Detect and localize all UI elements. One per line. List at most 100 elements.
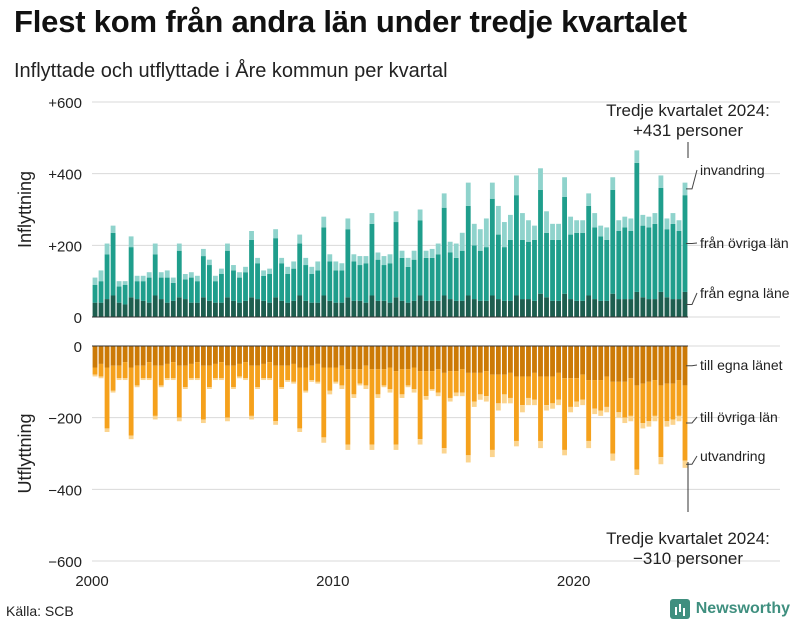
bar-out [188,346,194,364]
bar-in [580,300,586,318]
bar-out [339,385,345,389]
bar-out [176,346,182,366]
bar-out [231,346,236,366]
bar-out [333,346,339,368]
bar-out [219,378,224,381]
bar-out [213,346,218,364]
bar-out [453,346,459,372]
bar-in [682,182,688,196]
bar-out [249,346,254,366]
bar-in [598,225,604,237]
bar-out [580,346,586,375]
bar-out [544,405,549,411]
bar-in [213,275,218,282]
bar-in [676,299,682,317]
bar-out [339,346,345,366]
bar-in [375,259,381,301]
bar-in [261,270,266,276]
bar-out [104,428,110,432]
bar-out [682,385,688,461]
bar-in [309,266,315,274]
bar-in [556,223,561,240]
bar-in [279,263,285,301]
brand-logo[interactable]: Newsworthy [669,599,790,619]
bar-out [98,363,104,377]
bar-out [297,367,303,429]
bar-in [146,277,152,303]
bar-out [574,346,580,379]
bar-in [237,277,242,303]
bar-out [273,346,279,366]
bar-in [327,261,333,301]
bar-in [357,256,363,266]
bar-in [562,196,567,294]
bar-out [592,346,598,381]
bar-out [616,381,622,413]
bar-out [429,389,435,391]
bar-in [483,218,489,248]
bar-in [273,229,279,239]
bar-out [423,346,429,372]
bar-out [477,346,483,373]
bar-out [122,378,128,381]
bar-in [231,265,236,271]
bar-in [616,220,622,231]
bar-in [375,252,381,260]
bar-in [327,254,333,262]
bar-in [646,299,652,317]
bar-in [423,250,429,258]
bar-out [610,346,616,382]
bar-in [622,227,628,300]
bar-out [538,440,543,449]
bar-out [200,419,206,424]
bar-out [273,365,279,422]
newsworthy-icon [669,599,690,619]
bar-in [219,274,224,303]
bar-in [676,220,682,231]
y-tick-label: 0 [74,339,82,356]
bar-in [321,227,327,296]
bar-out [321,346,327,368]
bar-out [447,371,453,398]
bar-out [321,437,327,443]
series-label: till övriga län [700,409,778,425]
bar-in [116,281,122,287]
bar-in [219,268,224,275]
bar-in [640,225,646,298]
bar-in [483,300,489,318]
bar-out [110,390,116,393]
bar-in [435,300,441,318]
bar-out [508,397,513,404]
bar-in [610,189,616,294]
bar-out [508,372,513,398]
bar-out [176,417,182,422]
bar-in [514,175,519,196]
bar-out [291,346,297,364]
bar-in [514,295,519,317]
bar-out [628,346,634,379]
y-tick-label: +200 [48,238,82,255]
bar-in [206,300,212,318]
bar-in [128,236,134,248]
bar-in [574,220,580,233]
bar-out [526,397,531,406]
bar-out [477,372,483,395]
bar-out [267,346,273,363]
bar-out [92,346,98,368]
bar-out [146,346,152,363]
bar-in [243,300,248,318]
bar-in [622,216,628,228]
bar-in [134,275,140,282]
annotation-in-line2: +431 personer [633,121,743,140]
source-note: Källa: SCB [6,603,74,619]
bar-out [429,371,435,389]
bar-out [152,346,158,366]
bar-out [640,346,646,384]
inflyttning-bars [92,150,688,318]
bar-in [285,302,291,317]
bar-in [652,223,658,300]
bar-in [267,268,273,275]
bar-in [339,302,345,317]
bar-in [664,229,670,298]
bar-in [550,300,555,318]
